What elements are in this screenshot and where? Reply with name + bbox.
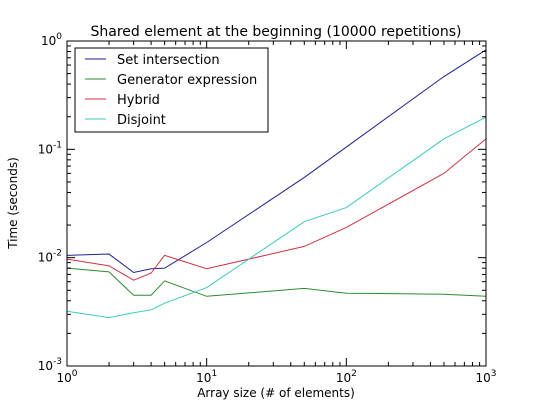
plot-area-frame: [66, 40, 487, 367]
y-tick-label: 10-2: [38, 249, 62, 265]
y-tick-label: 100: [41, 32, 62, 48]
y-axis-label: Time (seconds): [6, 157, 20, 250]
legend-label-0: Set intersection: [117, 53, 220, 68]
plot-lines: [66, 49, 487, 319]
series-line-0: [66, 49, 487, 274]
x-tick-label: 102: [336, 369, 357, 385]
x-tick-label: 101: [196, 369, 217, 385]
x-tick-label: 103: [475, 369, 496, 385]
x-axis-label: Array size (# of elements): [197, 386, 355, 400]
chart-title: Shared element at the beginning (10000 r…: [91, 24, 462, 40]
series-line-3: [66, 116, 487, 319]
y-tick-label: 10-1: [38, 140, 62, 156]
y-axis: 10-3 10-2 10-1 100: [38, 32, 486, 373]
series-line-1: [66, 267, 487, 297]
legend-label-1: Generator expression: [117, 73, 257, 88]
legend-label-3: Disjoint: [117, 113, 166, 128]
series-line-2: [66, 138, 487, 281]
y-tick-label: 10-3: [38, 357, 62, 373]
legend-label-2: Hybrid: [117, 93, 160, 108]
x-tick-label: 100: [56, 369, 77, 385]
legend: Set intersection Generator expression Hybr…: [74, 47, 269, 133]
legend-frame: [74, 47, 269, 133]
